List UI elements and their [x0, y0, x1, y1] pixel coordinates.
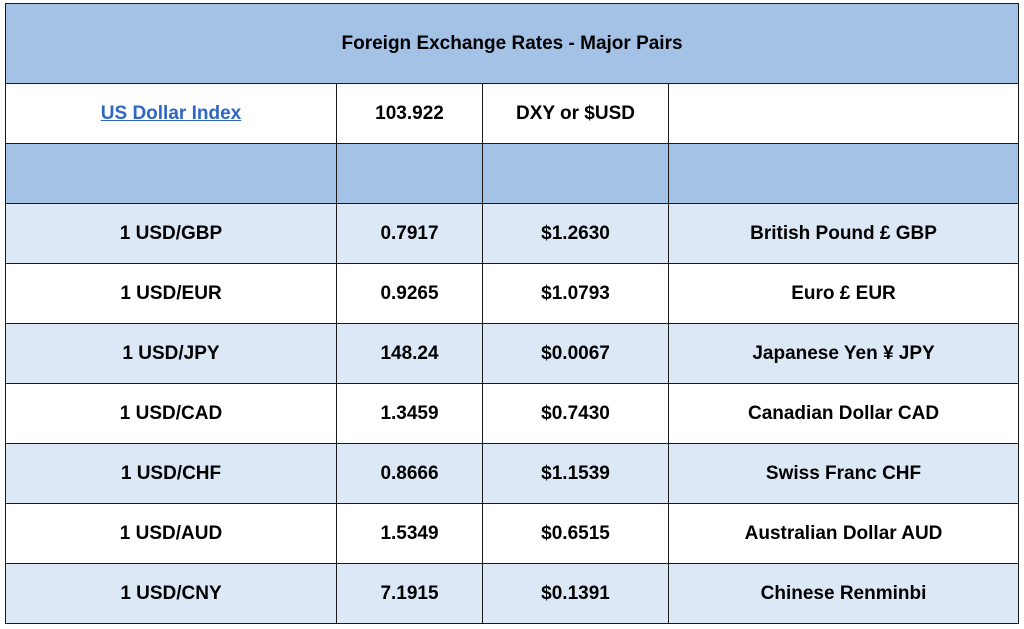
dollar-index-symbol: DXY or $USD: [482, 83, 669, 144]
title-row: Foreign Exchange Rates - Major Pairs: [4, 3, 1020, 84]
blank-cell: [482, 143, 669, 204]
pair-cell: 1 USD/CAD: [5, 383, 337, 444]
currency-name-cell: Swiss Franc CHF: [667, 443, 1020, 504]
rate-cell: 1.5349: [336, 503, 483, 564]
blank-cell: [5, 143, 337, 204]
table-row: 1 USD/CAD 1.3459 $0.7430 Canadian Dollar…: [5, 383, 1020, 444]
usd-value-cell: $1.1539: [482, 443, 669, 504]
us-dollar-index-link[interactable]: US Dollar Index: [100, 102, 242, 124]
dollar-index-row: US Dollar Index 103.922 DXY or $USD: [5, 83, 1020, 144]
usd-value-cell: $0.7430: [482, 383, 669, 444]
usd-value-cell: $0.6515: [482, 503, 669, 564]
pair-cell: 1 USD/GBP: [5, 203, 337, 264]
pair-cell: 1 USD/CHF: [5, 443, 337, 504]
pair-cell: 1 USD/CNY: [5, 563, 337, 624]
dollar-index-cell: US Dollar Index: [5, 83, 337, 144]
currency-name-cell: Australian Dollar AUD: [667, 503, 1020, 564]
rate-cell: 0.9265: [336, 263, 483, 324]
blank-cell: [667, 143, 1020, 204]
table-row: 1 USD/JPY 148.24 $0.0067 Japanese Yen ¥ …: [5, 323, 1020, 384]
usd-value-cell: $0.0067: [482, 323, 669, 384]
table-row: 1 USD/EUR 0.9265 $1.0793 Euro £ EUR: [5, 263, 1020, 324]
rate-cell: 0.8666: [336, 443, 483, 504]
table-title: Foreign Exchange Rates - Major Pairs: [4, 3, 1020, 84]
rate-cell: 0.7917: [336, 203, 483, 264]
table-row: 1 USD/AUD 1.5349 $0.6515 Australian Doll…: [5, 503, 1020, 564]
currency-name-cell: British Pound £ GBP: [667, 203, 1020, 264]
table-row: 1 USD/CNY 7.1915 $0.1391 Chinese Renminb…: [5, 563, 1020, 624]
dollar-index-note: [667, 83, 1020, 144]
blank-cell: [336, 143, 483, 204]
currency-name-cell: Chinese Renminbi: [667, 563, 1020, 624]
currency-name-cell: Canadian Dollar CAD: [667, 383, 1020, 444]
blank-header-row: [5, 143, 1020, 204]
pair-cell: 1 USD/AUD: [5, 503, 337, 564]
usd-value-cell: $1.0793: [482, 263, 669, 324]
pair-cell: 1 USD/EUR: [5, 263, 337, 324]
usd-value-cell: $0.1391: [482, 563, 669, 624]
fx-rates-table: Foreign Exchange Rates - Major Pairs US …: [4, 3, 1020, 624]
rate-cell: 1.3459: [336, 383, 483, 444]
dollar-index-value: 103.922: [336, 83, 483, 144]
currency-name-cell: Euro £ EUR: [667, 263, 1020, 324]
rate-cell: 148.24: [336, 323, 483, 384]
usd-value-cell: $1.2630: [482, 203, 669, 264]
table-row: 1 USD/GBP 0.7917 $1.2630 British Pound £…: [5, 203, 1020, 264]
table-row: 1 USD/CHF 0.8666 $1.1539 Swiss Franc CHF: [5, 443, 1020, 504]
rate-cell: 7.1915: [336, 563, 483, 624]
pair-cell: 1 USD/JPY: [5, 323, 337, 384]
currency-name-cell: Japanese Yen ¥ JPY: [667, 323, 1020, 384]
